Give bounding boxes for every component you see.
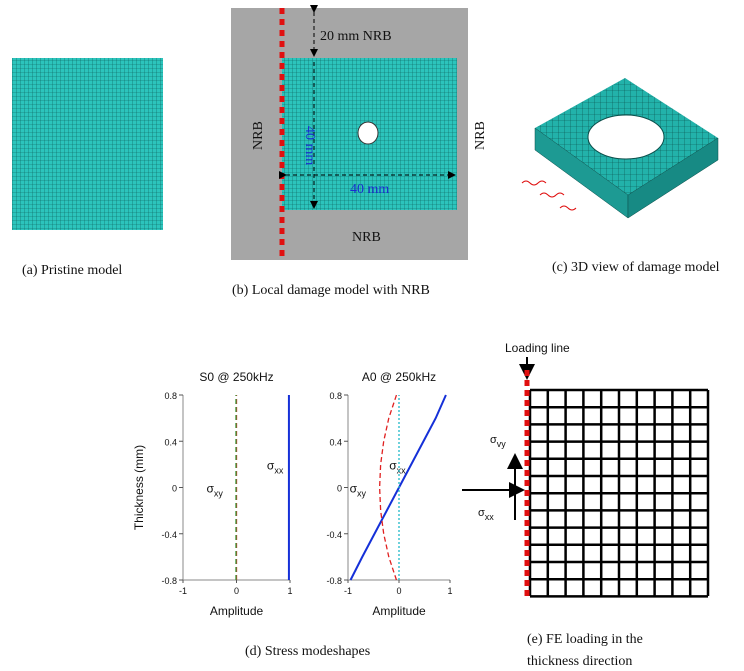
hole [588, 115, 664, 159]
mode-curve [351, 395, 446, 580]
label: NRB [473, 121, 488, 150]
label: NRB [251, 121, 266, 150]
figure: (a) Pristine model 20 mm NRB NRB NRB NRB… [0, 0, 744, 671]
x-axis-label: Amplitude [372, 604, 426, 618]
label: 40 mm [350, 182, 389, 197]
caption: (d) Stress modeshapes [245, 644, 370, 659]
x-axis-label: Amplitude [210, 604, 264, 618]
label: NRB [352, 230, 381, 245]
x-tick-label: -1 [179, 586, 187, 596]
caption: (e) FE loading in the [527, 632, 643, 647]
caption: thickness direction [527, 654, 632, 669]
chart-title: A0 @ 250kHz [362, 370, 436, 384]
wave [522, 181, 576, 210]
y-tick-label: -0.4 [161, 530, 177, 540]
caption: (b) Local damage model with NRB [232, 283, 430, 298]
y-tick-label: -0.4 [326, 530, 342, 540]
y-tick-label: 0.8 [329, 391, 342, 401]
y-tick-label: 0.4 [329, 437, 342, 447]
label: 20 mm NRB [320, 29, 392, 44]
curve-label: σxx [389, 458, 406, 475]
x-tick-label: 0 [396, 586, 401, 596]
caption: (a) Pristine model [22, 263, 122, 278]
x-tick-label: 0 [234, 586, 239, 596]
y-axis-label: Thickness (mm) [132, 445, 146, 530]
fe-grid [530, 390, 708, 596]
y-tick-label: 0 [172, 484, 177, 494]
label: σvy [490, 434, 506, 449]
label: Loading line [505, 341, 570, 355]
x-tick-label: -1 [344, 586, 352, 596]
y-tick-label: 0.8 [164, 391, 177, 401]
label: σxx [478, 507, 494, 522]
curve-label: σxx [267, 458, 284, 475]
mode-curve [380, 395, 397, 580]
caption: (c) 3D view of damage model [552, 260, 720, 275]
y-tick-label: 0 [337, 484, 342, 494]
chart-title: S0 @ 250kHz [199, 370, 273, 384]
y-tick-label: 0.4 [164, 437, 177, 447]
label: 40 mm [302, 126, 317, 165]
x-tick-label: 1 [287, 586, 292, 596]
y-tick-label: -0.8 [326, 576, 342, 586]
curve-label: σxy [207, 482, 224, 499]
hole [358, 122, 378, 144]
curve-label: σxy [350, 482, 367, 499]
y-tick-label: -0.8 [161, 576, 177, 586]
x-tick-label: 1 [447, 586, 452, 596]
pristine-mesh [12, 58, 163, 230]
